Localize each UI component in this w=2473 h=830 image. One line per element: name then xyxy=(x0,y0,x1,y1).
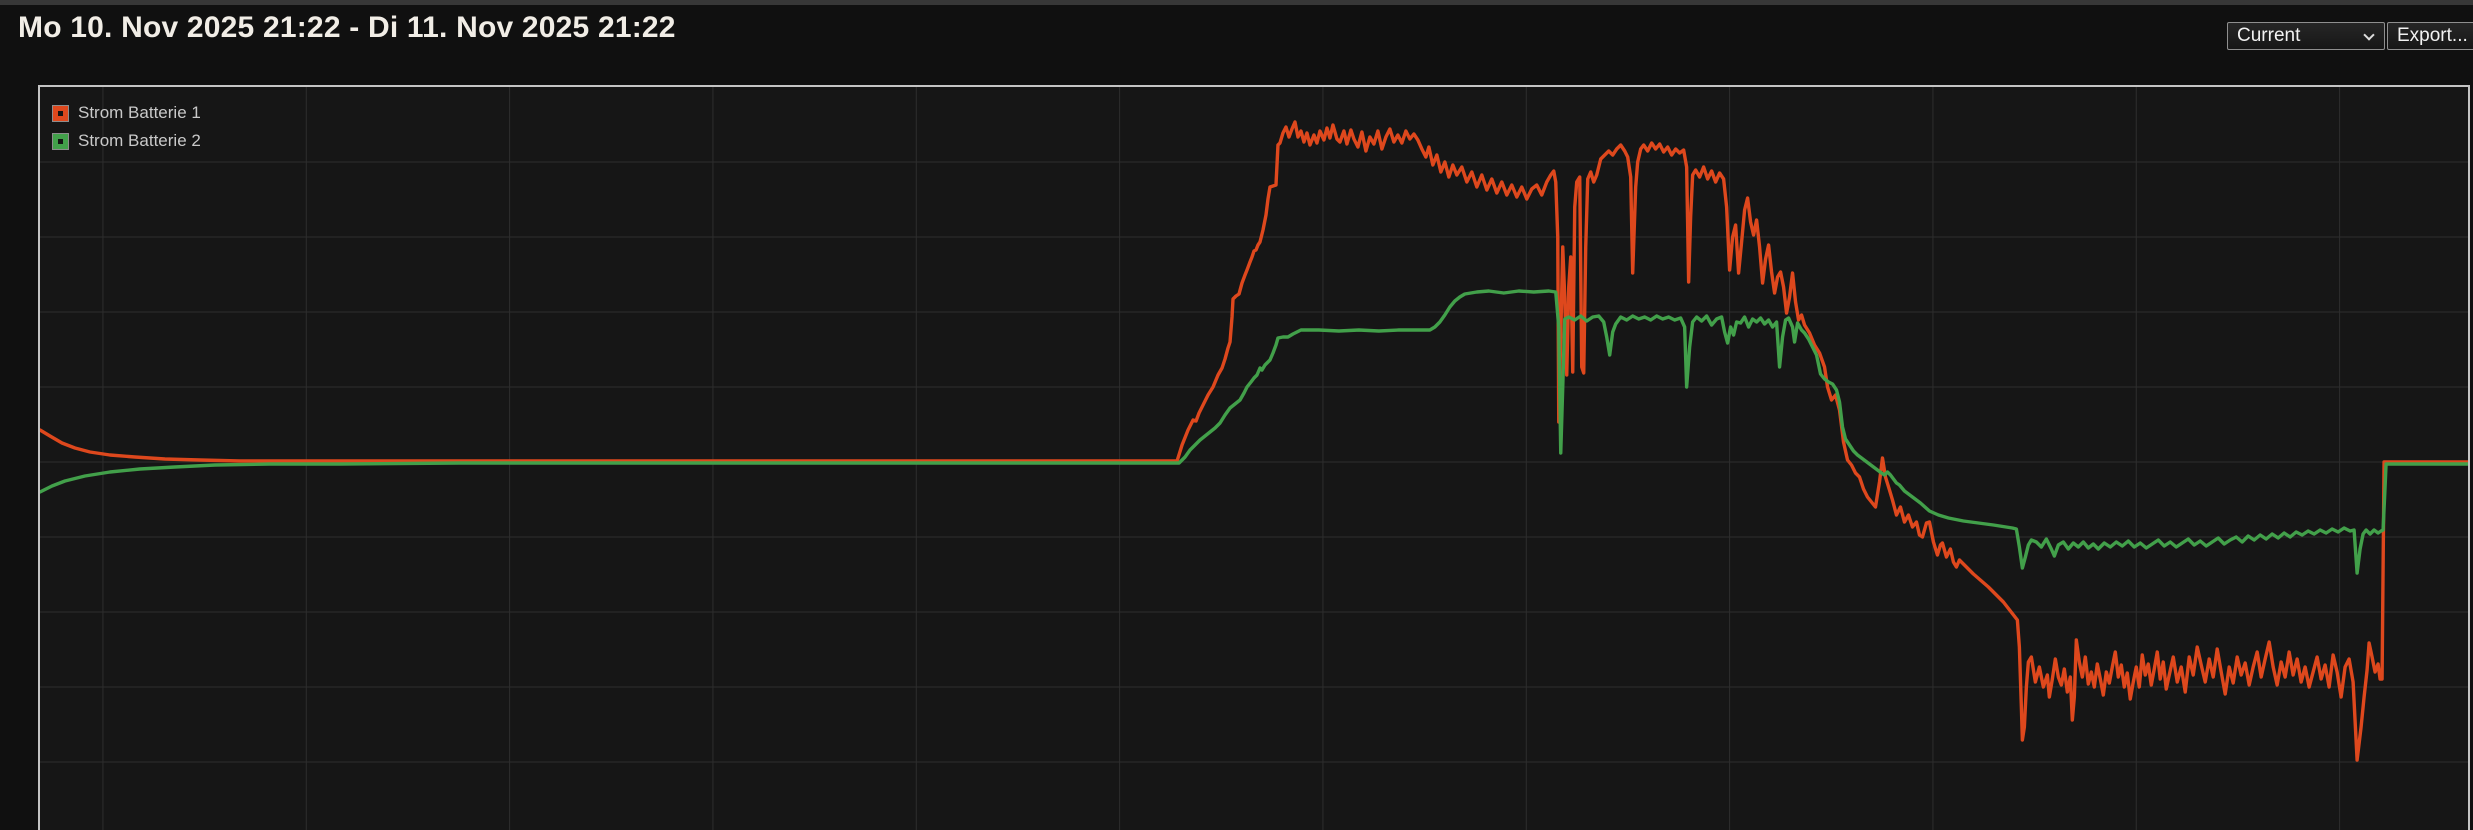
chart-canvas[interactable] xyxy=(40,87,2468,830)
timerange-select-value: Current xyxy=(2237,25,2301,46)
series-2-color-swatch xyxy=(52,132,69,150)
legend: Strom Batterie 1 Strom Batterie 2 xyxy=(52,99,201,155)
top-divider xyxy=(0,0,2473,5)
chevron-down-icon xyxy=(2363,29,2375,41)
series-1-color-swatch xyxy=(52,104,69,122)
export-button-label: Export... xyxy=(2397,25,2468,46)
legend-item-batterie-1: Strom Batterie 1 xyxy=(52,99,201,127)
legend-item-batterie-2: Strom Batterie 2 xyxy=(52,127,201,155)
timerange-select[interactable]: Current xyxy=(2227,22,2385,50)
chart-panel: Strom Batterie 1 Strom Batterie 2 xyxy=(38,85,2470,830)
series-1-label: Strom Batterie 1 xyxy=(78,103,201,122)
page-title: Mo 10. Nov 2025 21:22 - Di 11. Nov 2025 … xyxy=(18,11,676,44)
export-button[interactable]: Export... xyxy=(2387,22,2473,50)
series-2-label: Strom Batterie 2 xyxy=(78,131,201,150)
